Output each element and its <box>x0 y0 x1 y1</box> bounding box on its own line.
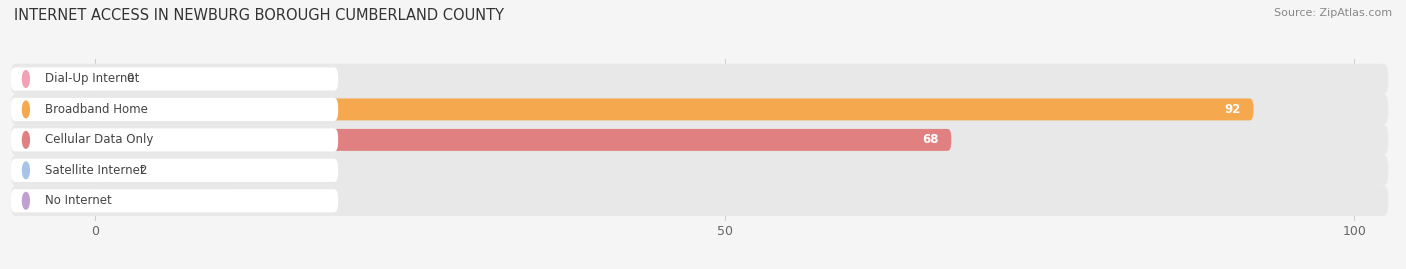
Text: 2: 2 <box>139 164 146 177</box>
Circle shape <box>22 192 30 209</box>
Text: Cellular Data Only: Cellular Data Only <box>45 133 153 146</box>
Text: 92: 92 <box>1225 103 1241 116</box>
Circle shape <box>22 162 30 179</box>
Text: 11: 11 <box>205 194 221 207</box>
FancyBboxPatch shape <box>11 155 1388 186</box>
FancyBboxPatch shape <box>96 190 233 212</box>
FancyBboxPatch shape <box>96 98 1254 121</box>
FancyBboxPatch shape <box>11 94 1388 125</box>
Text: Broadband Home: Broadband Home <box>45 103 148 116</box>
FancyBboxPatch shape <box>11 189 339 212</box>
Text: No Internet: No Internet <box>45 194 111 207</box>
Text: Source: ZipAtlas.com: Source: ZipAtlas.com <box>1274 8 1392 18</box>
FancyBboxPatch shape <box>11 98 339 121</box>
Text: 68: 68 <box>922 133 939 146</box>
FancyBboxPatch shape <box>11 125 1388 155</box>
FancyBboxPatch shape <box>11 159 339 182</box>
Circle shape <box>22 71 30 87</box>
FancyBboxPatch shape <box>11 186 1388 216</box>
FancyBboxPatch shape <box>96 129 952 151</box>
Text: INTERNET ACCESS IN NEWBURG BOROUGH CUMBERLAND COUNTY: INTERNET ACCESS IN NEWBURG BOROUGH CUMBE… <box>14 8 505 23</box>
Circle shape <box>22 101 30 118</box>
Text: Dial-Up Internet: Dial-Up Internet <box>45 72 139 86</box>
FancyBboxPatch shape <box>11 68 339 91</box>
Circle shape <box>97 73 101 84</box>
FancyBboxPatch shape <box>11 128 339 151</box>
Text: 0: 0 <box>127 72 134 86</box>
Text: Satellite Internet: Satellite Internet <box>45 164 145 177</box>
Circle shape <box>22 132 30 148</box>
FancyBboxPatch shape <box>11 64 1388 94</box>
FancyBboxPatch shape <box>96 159 121 181</box>
